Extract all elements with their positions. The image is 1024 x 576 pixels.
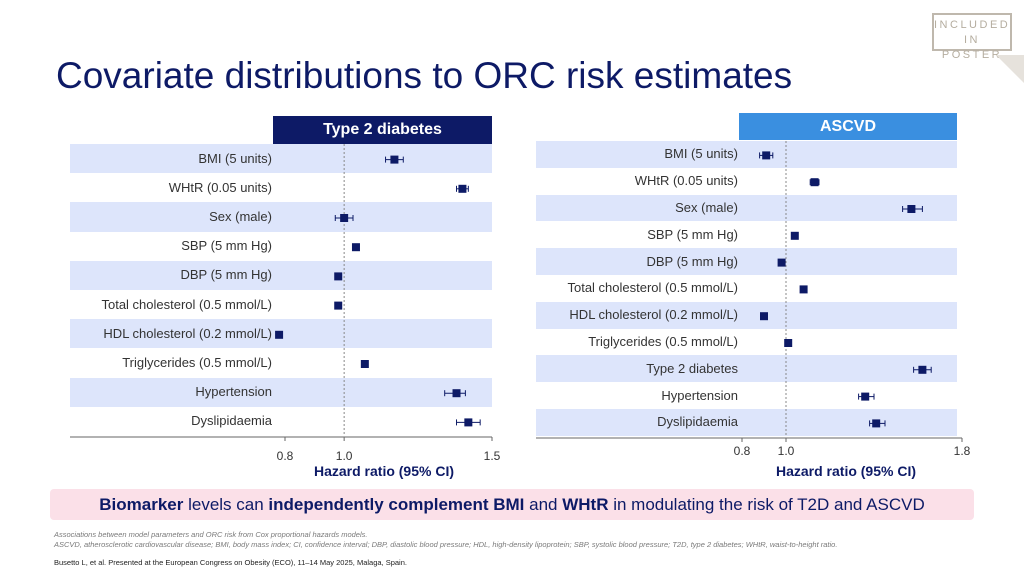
- hazard-ratio-point-ascvd: [760, 312, 768, 321]
- forest-row-label: WHtR (0.05 units): [168, 179, 272, 195]
- hazard-ratio-point-t2d: [464, 418, 473, 427]
- x-tick-label-ascvd: 0.8: [734, 444, 751, 458]
- forest-row-ascvd: HDL cholesterol (0.2 mmol/L): [536, 301, 957, 329]
- forest-row-label: Triglycerides (0.5 mmol/L): [122, 354, 272, 370]
- forest-row-t2d: WHtR (0.05 units): [70, 173, 492, 202]
- x-tick-label-t2d: 1.0: [336, 449, 353, 463]
- citation: Busetto L, et al. Presented at the Europ…: [54, 558, 407, 567]
- forest-row-t2d: SBP (5 mm Hg): [70, 232, 492, 261]
- key-message-banner: Biomarker levels can independently compl…: [50, 489, 974, 520]
- x-tick-label-ascvd: 1.8: [954, 444, 971, 458]
- forest-row-label: DBP (5 mm Hg): [646, 253, 739, 269]
- forest-row-label: Hypertension: [661, 387, 738, 403]
- forest-row-ascvd: DBP (5 mm Hg): [536, 248, 957, 275]
- forest-row-label: Triglycerides (0.5 mmol/L): [588, 333, 738, 349]
- forest-row-t2d: Dyslipidaemia: [70, 407, 492, 436]
- page-title: Covariate distributions to ORC risk esti…: [56, 55, 793, 96]
- forest-row-ascvd: Triglycerides (0.5 mmol/L): [536, 329, 957, 356]
- forest-row-label: BMI (5 units): [198, 150, 272, 166]
- forest-row-label: SBP (5 mm Hg): [647, 226, 738, 242]
- banner-part-2: levels can: [183, 495, 269, 514]
- forest-row-label: Sex (male): [675, 199, 738, 215]
- forest-row-t2d: Total cholesterol (0.5 mmol/L): [70, 290, 492, 319]
- forest-row-ascvd: WHtR (0.05 units): [536, 168, 957, 195]
- forest-row-label: Dyslipidaemia: [191, 413, 272, 429]
- x-tick-label-t2d: 0.8: [277, 449, 294, 463]
- forest-row-label: DBP (5 mm Hg): [180, 267, 273, 283]
- hazard-ratio-point-t2d: [340, 214, 349, 222]
- footnote-line-1: Associations between model parameters an…: [54, 530, 368, 539]
- banner-part-1: Biomarker: [99, 495, 184, 514]
- hazard-ratio-point-t2d: [360, 360, 369, 368]
- forest-row-label: BMI (5 units): [664, 146, 738, 162]
- forest-row-label: HDL cholesterol (0.2 mmol/L): [569, 307, 738, 323]
- forest-row-ascvd: Hypertension: [536, 382, 957, 409]
- forest-row-t2d: DBP (5 mm Hg): [70, 260, 492, 290]
- forest-row-ascvd: Sex (male): [536, 194, 957, 222]
- banner-part-4: and: [524, 495, 563, 514]
- banner-part-5: WHtR: [562, 495, 609, 514]
- forest-row-t2d: Hypertension: [70, 377, 492, 407]
- forest-row-ascvd: SBP (5 mm Hg): [536, 221, 957, 248]
- forest-row-label: Type 2 diabetes: [646, 360, 738, 376]
- hazard-ratio-point-ascvd: [799, 285, 808, 294]
- forest-row-label: Total cholesterol (0.5 mmol/L): [101, 296, 272, 312]
- forest-row-label: HDL cholesterol (0.2 mmol/L): [103, 325, 272, 341]
- hazard-ratio-point-t2d: [334, 272, 343, 281]
- forest-row-ascvd: BMI (5 units): [536, 141, 957, 168]
- x-axis-label-t2d: Hazard ratio (95% CI): [313, 463, 455, 479]
- hazard-ratio-point-t2d: [351, 243, 360, 252]
- forest-row-ascvd: Total cholesterol (0.5 mmol/L): [536, 275, 957, 302]
- forest-row-label: Dyslipidaemia: [657, 414, 738, 430]
- stamp-line-1: INCLUDED: [934, 19, 1011, 31]
- forest-row-t2d: BMI (5 units): [70, 144, 492, 174]
- hazard-ratio-point-t2d: [334, 301, 343, 310]
- hazard-ratio-point-ascvd: [777, 258, 786, 267]
- forest-row-ascvd: Dyslipidaemia: [536, 409, 957, 436]
- forest-row-t2d: Triglycerides (0.5 mmol/L): [70, 348, 492, 377]
- forest-row-label: Hypertension: [195, 384, 272, 400]
- forest-row-label: WHtR (0.05 units): [634, 173, 738, 189]
- forest-row-t2d: Sex (male): [70, 202, 492, 232]
- hazard-ratio-point-ascvd: [810, 178, 819, 187]
- hazard-ratio-point-ascvd: [907, 205, 916, 213]
- hazard-ratio-point-t2d: [390, 155, 399, 164]
- panel-title-t2d: Type 2 diabetes: [273, 116, 492, 144]
- forest-row-label: SBP (5 mm Hg): [181, 238, 272, 254]
- forest-row-label: Total cholesterol (0.5 mmol/L): [567, 280, 738, 296]
- hazard-ratio-point-ascvd: [784, 339, 793, 347]
- footnote-line-2: ASCVD, atherosclerotic cardiovascular di…: [54, 540, 838, 549]
- hazard-ratio-point-t2d: [275, 330, 284, 339]
- hazard-ratio-point-t2d: [458, 184, 467, 193]
- stamp-line-2: IN POSTER: [941, 34, 1003, 61]
- included-in-poster-stamp: INCLUDED IN POSTER: [932, 13, 1012, 61]
- hazard-ratio-point-ascvd: [872, 419, 881, 428]
- banner-part-6: in modulating the risk of T2D and ASCVD: [608, 495, 925, 514]
- panel-title-ascvd: ASCVD: [739, 113, 957, 140]
- banner-part-3: independently complement BMI: [268, 495, 525, 514]
- hazard-ratio-point-ascvd: [861, 392, 870, 401]
- forest-row-ascvd: Type 2 diabetes: [536, 355, 957, 383]
- x-tick-label-t2d: 1.5: [484, 449, 501, 463]
- x-tick-label-ascvd: 1.0: [778, 444, 795, 458]
- hazard-ratio-point-t2d: [452, 389, 461, 398]
- x-axis-label-ascvd: Hazard ratio (95% CI): [775, 463, 917, 479]
- hazard-ratio-point-ascvd: [918, 365, 927, 374]
- hazard-ratio-point-ascvd: [762, 151, 771, 160]
- forest-row-label: Sex (male): [209, 208, 272, 224]
- hazard-ratio-point-ascvd: [790, 231, 799, 240]
- page-corner-fold: [996, 55, 1024, 83]
